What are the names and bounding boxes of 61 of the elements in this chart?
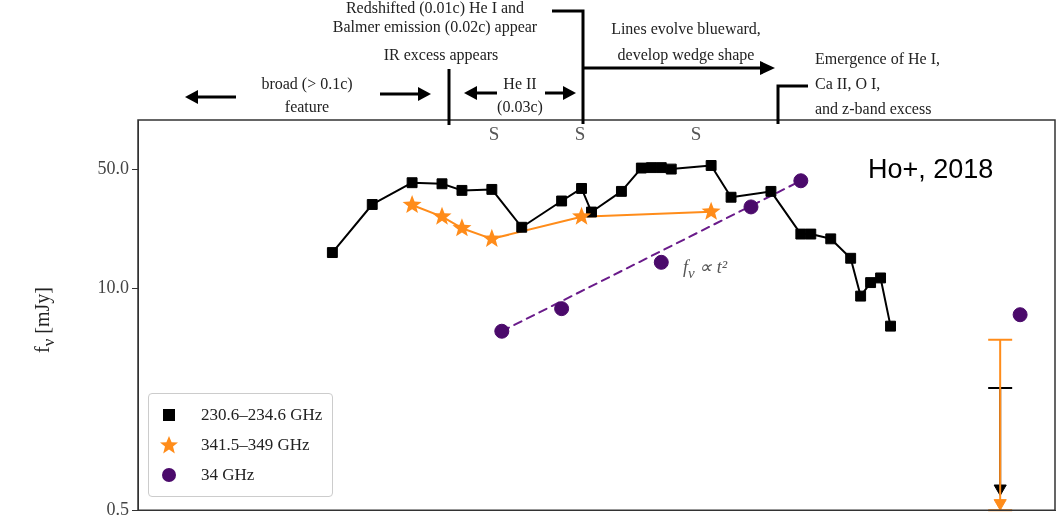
point <box>366 199 378 210</box>
legend-label: 230.6–234.6 GHz <box>201 405 323 425</box>
text: broad (> 0.1c) <box>261 75 353 93</box>
point <box>653 254 669 270</box>
point <box>655 162 667 174</box>
point <box>516 221 528 233</box>
y-tick-label: 50.0 <box>97 157 129 178</box>
annotation: S <box>690 123 702 144</box>
point <box>825 233 837 245</box>
point <box>743 199 759 215</box>
point <box>406 177 418 189</box>
y-tick-label: 10.0 <box>97 277 129 298</box>
y-tick-label: 0.5 <box>106 498 129 519</box>
point <box>765 185 777 197</box>
point <box>793 173 809 189</box>
point <box>795 228 807 240</box>
point <box>556 195 568 207</box>
annotation: S <box>574 123 586 144</box>
point <box>635 162 647 174</box>
point <box>805 228 817 240</box>
text: Ca II, O I, <box>815 75 881 93</box>
annotation: Ho+, 2018 <box>868 153 994 185</box>
text: develop wedge shape <box>617 46 755 64</box>
point <box>845 252 857 264</box>
text: feature <box>284 98 330 116</box>
point <box>586 206 597 218</box>
point <box>885 320 896 332</box>
text: (0.03c) <box>497 98 543 116</box>
point <box>615 185 627 197</box>
text: and z-band excess <box>815 100 932 118</box>
point <box>486 183 498 195</box>
point <box>705 160 717 171</box>
text: Redshifted (0.01c) He I and <box>345 0 525 17</box>
text: He II <box>503 75 537 93</box>
point <box>665 163 677 175</box>
legend-label: 341.5–349 GHz <box>201 435 310 455</box>
point <box>1012 307 1028 323</box>
annotation: S <box>488 123 500 144</box>
text: Lines evolve blueward, <box>611 20 761 38</box>
point <box>645 162 657 174</box>
legend-label: 34 GHz <box>201 465 255 485</box>
point <box>494 323 510 339</box>
point <box>701 201 721 220</box>
point <box>482 228 502 247</box>
point <box>326 247 338 259</box>
point <box>554 301 570 317</box>
point <box>452 218 472 237</box>
annotation: f$_{ν}$ ∝ t² <box>682 257 728 282</box>
point <box>456 184 468 196</box>
point <box>432 206 452 225</box>
point <box>855 290 867 302</box>
point <box>436 178 448 190</box>
point <box>725 191 737 203</box>
point <box>576 183 587 194</box>
point <box>865 277 877 289</box>
point <box>402 194 422 214</box>
text: IR excess appears <box>383 46 499 64</box>
text: Emergence of He I, <box>815 50 940 68</box>
point <box>875 272 887 284</box>
point <box>572 206 592 225</box>
text: Balmer emission (0.02c) appear <box>332 18 538 36</box>
